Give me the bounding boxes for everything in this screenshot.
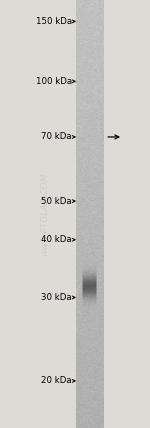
Text: 100 kDa: 100 kDa [36,77,72,86]
Text: 20 kDa: 20 kDa [41,376,72,386]
Text: 70 kDa: 70 kDa [41,132,72,142]
Text: www.PTGLAB.COM: www.PTGLAB.COM [40,172,50,256]
Bar [76,0,103,428]
Text: 30 kDa: 30 kDa [41,293,72,302]
Text: 150 kDa: 150 kDa [36,17,72,26]
Text: 50 kDa: 50 kDa [41,196,72,206]
Text: 40 kDa: 40 kDa [41,235,72,244]
